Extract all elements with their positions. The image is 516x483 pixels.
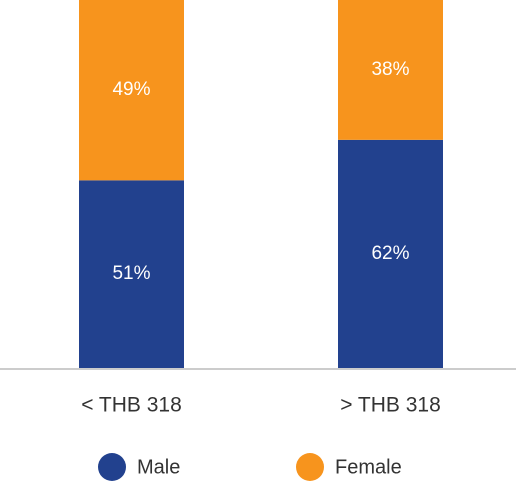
bar-segment xyxy=(338,139,443,368)
legend-label: Female xyxy=(335,456,402,478)
value-label: 38% xyxy=(371,59,409,80)
bar-segment xyxy=(338,0,443,140)
value-label: 62% xyxy=(371,243,409,264)
legend-label: Male xyxy=(137,456,180,478)
bar-segment xyxy=(79,0,184,181)
x-tick-label: > THB 318 xyxy=(340,394,441,417)
value-label: 49% xyxy=(112,79,150,100)
value-label: 51% xyxy=(112,263,150,284)
legend-swatch xyxy=(98,453,126,481)
legend-swatch xyxy=(296,453,324,481)
x-tick-label: < THB 318 xyxy=(81,394,182,417)
bar-segment xyxy=(79,180,184,368)
